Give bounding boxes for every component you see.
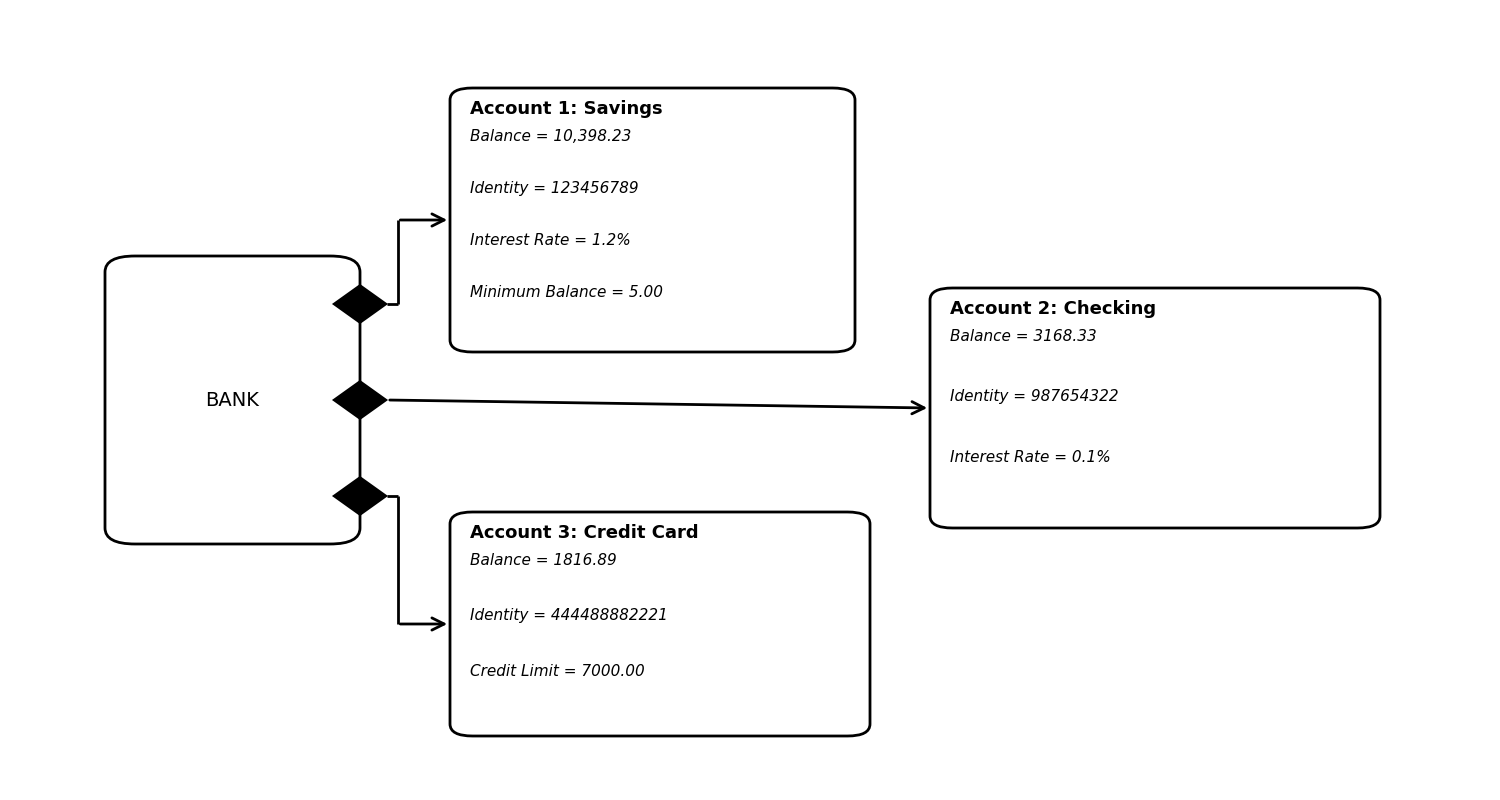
FancyBboxPatch shape [930,288,1380,528]
Polygon shape [334,382,387,418]
Text: Account 3: Credit Card: Account 3: Credit Card [470,524,698,542]
Polygon shape [334,478,387,514]
Text: Account 1: Savings: Account 1: Savings [470,100,662,118]
Text: Interest Rate = 1.2%: Interest Rate = 1.2% [470,233,630,248]
FancyBboxPatch shape [450,88,855,352]
Text: Balance = 10,398.23: Balance = 10,398.23 [470,129,632,144]
Polygon shape [334,286,387,322]
Text: Balance = 3168.33: Balance = 3168.33 [950,329,1096,344]
Text: Account 2: Checking: Account 2: Checking [950,300,1155,318]
Text: Balance = 1816.89: Balance = 1816.89 [470,553,616,568]
Text: Identity = 444488882221: Identity = 444488882221 [470,608,668,623]
Text: BANK: BANK [206,390,260,410]
Text: Minimum Balance = 5.00: Minimum Balance = 5.00 [470,285,663,299]
Text: Credit Limit = 7000.00: Credit Limit = 7000.00 [470,664,645,679]
Text: Identity = 123456789: Identity = 123456789 [470,181,638,196]
Text: Identity = 987654322: Identity = 987654322 [950,389,1118,404]
Text: Interest Rate = 0.1%: Interest Rate = 0.1% [950,450,1110,465]
FancyBboxPatch shape [450,512,870,736]
FancyBboxPatch shape [105,256,360,544]
